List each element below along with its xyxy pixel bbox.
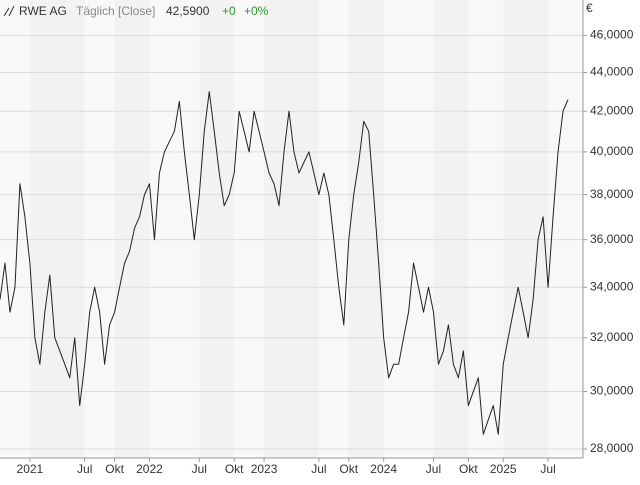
y-tick-label: 34,0000 [590, 279, 634, 293]
series-name: RWE AG [19, 4, 67, 18]
x-tick-label: 2021 [17, 462, 44, 476]
price-line [0, 91, 569, 435]
band [468, 0, 504, 458]
y-tick-label: 44,0000 [590, 65, 634, 79]
x-tick-label: Okt [105, 462, 124, 476]
x-tick-label: 2025 [490, 462, 517, 476]
x-tick-label: Jul [426, 462, 441, 476]
change-percent: +0% [244, 4, 269, 18]
last-price: 42,5900 [166, 4, 210, 18]
x-tick-label: Okt [225, 462, 244, 476]
band [84, 0, 115, 458]
x-tick-label: Okt [339, 462, 358, 476]
y-tick-label: 36,0000 [590, 232, 634, 246]
x-tick-label: Jul [192, 462, 207, 476]
x-tick-label: 2022 [136, 462, 163, 476]
y-tick-label: 32,0000 [590, 330, 634, 344]
change: +0 [222, 4, 236, 18]
y-tick-label: 46,0000 [590, 28, 634, 42]
x-tick-label: Jul [311, 462, 326, 476]
y-tick-label: 38,0000 [590, 187, 634, 201]
band [318, 0, 349, 458]
x-tick-label: 2024 [370, 462, 397, 476]
y-tick-label: 40,0000 [590, 144, 634, 158]
x-tick-label: Jul [77, 462, 92, 476]
band [0, 0, 30, 458]
band [548, 0, 583, 458]
x-tick-label: 2023 [251, 462, 278, 476]
interval: Täglich [Close] [76, 4, 155, 18]
line-icon [3, 5, 15, 17]
band [149, 0, 200, 458]
band [234, 0, 265, 458]
band [383, 0, 434, 458]
y-tick-label: 42,0000 [590, 103, 634, 117]
y-tick-label: 30,0000 [590, 384, 634, 398]
y-tick-label: 28,0000 [590, 441, 634, 455]
x-tick-label: Jul [540, 462, 555, 476]
y-axis-label: € [586, 1, 593, 15]
x-tick-label: Okt [459, 462, 478, 476]
